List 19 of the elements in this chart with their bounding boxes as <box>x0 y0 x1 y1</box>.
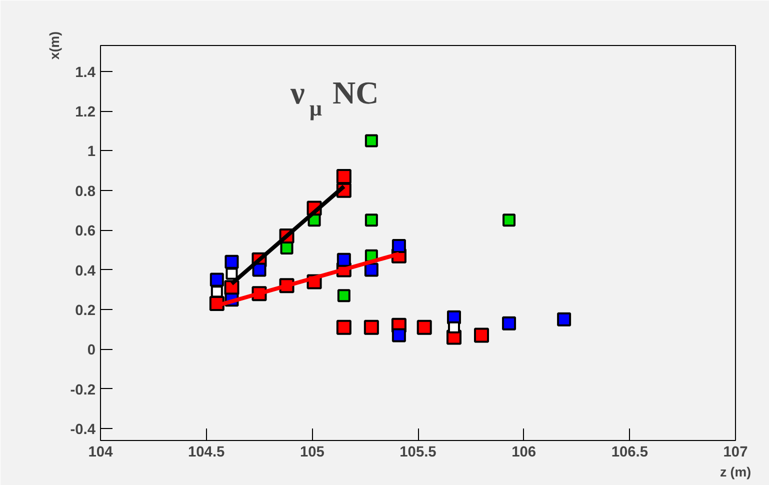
y-tick-label: 0.2 <box>75 302 96 319</box>
y-tick-label: 0.4 <box>75 263 96 280</box>
y-tick-label: 1 <box>87 144 96 160</box>
y-tick-label: 0.8 <box>75 184 96 200</box>
x-tick-label: 105 <box>300 444 324 460</box>
x-axis-title: z (m) <box>720 464 752 480</box>
y-tick-label: 1.2 <box>75 104 96 121</box>
x-tick-label: 104 <box>88 444 114 460</box>
x-tick-label: 107 <box>723 444 748 460</box>
x-tick-label: 105.5 <box>400 444 436 460</box>
y-tick-label: 0.6 <box>75 224 96 240</box>
x-tick-label: 106 <box>512 444 536 460</box>
y-tick-label: 0 <box>87 342 96 359</box>
x-tick-label: 106.5 <box>611 444 648 460</box>
x-tick-label: 104.5 <box>188 444 225 460</box>
y-tick-label: -0.4 <box>70 422 96 438</box>
y-tick-label: 1.4 <box>75 64 96 81</box>
y-tick-label: -0.2 <box>70 382 96 398</box>
y-axis-title: x(m) <box>47 31 62 60</box>
